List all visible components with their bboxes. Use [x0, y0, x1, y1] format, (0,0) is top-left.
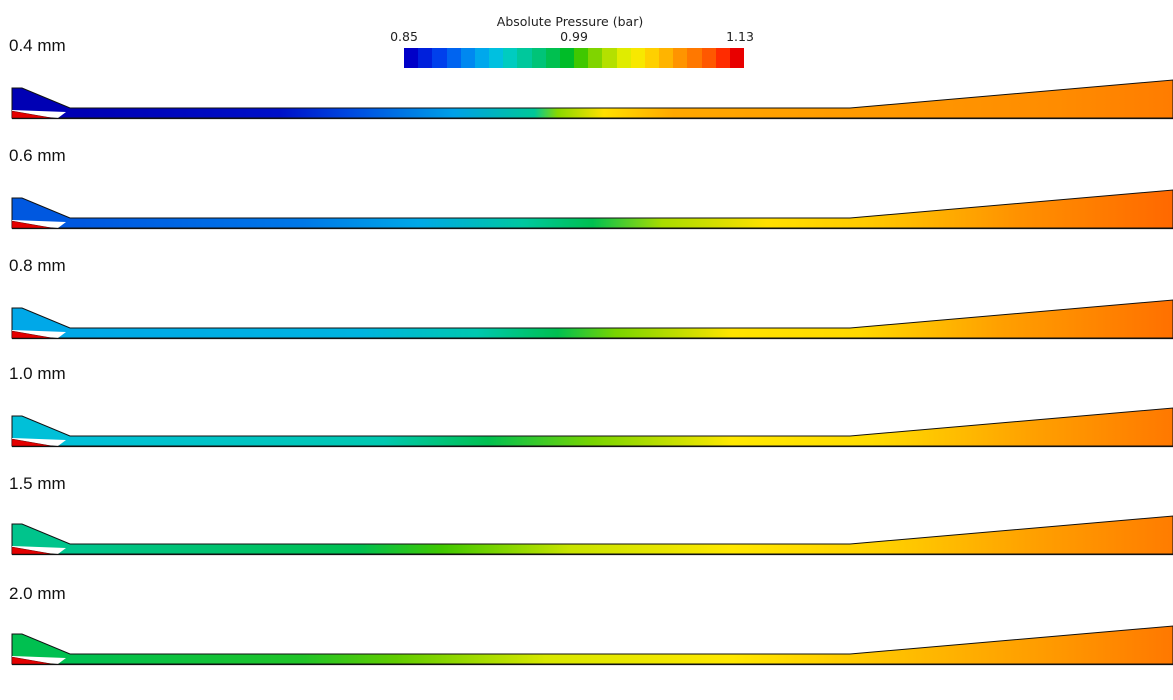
- inlet-gap: [12, 110, 66, 118]
- legend-color-step: [446, 48, 461, 68]
- flow-channel: [11, 515, 1173, 555]
- legend-color-step: [574, 48, 589, 68]
- flow-channel: [11, 299, 1173, 339]
- legend-color-step: [673, 48, 688, 68]
- legend-color-step: [503, 48, 518, 68]
- legend-color-step: [616, 48, 631, 68]
- legend-title: Absolute Pressure (bar): [496, 14, 644, 29]
- inlet-gap: [12, 546, 66, 554]
- legend-color-step: [701, 48, 716, 68]
- legend-color-step: [404, 48, 419, 68]
- legend-color-step: [517, 48, 532, 68]
- legend-color-step: [489, 48, 504, 68]
- case-label: 1.5 mm: [9, 474, 66, 493]
- case-label: 0.8 mm: [9, 256, 66, 275]
- legend-color-step: [687, 48, 702, 68]
- pressure-contour-strip: [11, 625, 1173, 666]
- pressure-contour-strip: [11, 407, 1173, 448]
- flow-channel: [11, 407, 1173, 447]
- legend-color-step: [630, 48, 645, 68]
- pressure-contour-strip: [11, 79, 1173, 120]
- legend-color-step: [644, 48, 660, 68]
- legend-color-step: [531, 48, 546, 68]
- case-label: 0.6 mm: [9, 146, 66, 165]
- legend-color-step: [460, 48, 475, 68]
- flow-channel: [11, 625, 1173, 665]
- legend-color-step: [432, 48, 447, 68]
- legend-color-step: [729, 48, 745, 68]
- legend-color-step: [715, 48, 730, 68]
- legend-mid-label: 0.99: [560, 29, 588, 44]
- case-label: 1.0 mm: [9, 364, 66, 383]
- pressure-contour-strip: [11, 515, 1173, 556]
- legend-color-step: [474, 48, 490, 68]
- legend-color-step: [545, 48, 560, 68]
- inlet-gap: [12, 438, 66, 446]
- flow-channel: [11, 189, 1173, 229]
- legend-min-label: 0.85: [390, 29, 418, 44]
- legend-color-step: [418, 48, 433, 68]
- pressure-legend: Absolute Pressure (bar) 0.85 0.99 1.13: [380, 14, 760, 70]
- case-label: 2.0 mm: [9, 584, 66, 603]
- case-label: 0.4 mm: [9, 36, 66, 55]
- legend-color-step: [602, 48, 617, 68]
- flow-channel: [11, 79, 1173, 119]
- pressure-contour-strip: [11, 189, 1173, 230]
- inlet-gap: [12, 330, 66, 338]
- legend-color-step: [559, 48, 575, 68]
- pressure-contour-strip: [11, 299, 1173, 340]
- legend-color-step: [588, 48, 603, 68]
- legend-color-step: [659, 48, 674, 68]
- legend-max-label: 1.13: [726, 29, 754, 44]
- legend-color-bar: [404, 48, 745, 68]
- inlet-gap: [12, 220, 66, 228]
